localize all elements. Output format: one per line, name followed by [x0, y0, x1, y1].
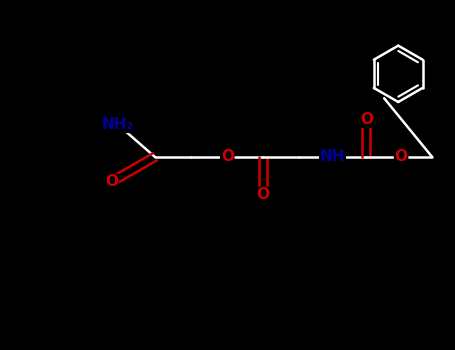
Text: NH: NH [320, 149, 345, 164]
Text: O: O [105, 174, 118, 189]
Text: O: O [394, 149, 408, 164]
Text: O: O [221, 149, 234, 164]
Text: O: O [360, 112, 373, 127]
Text: O: O [257, 187, 269, 202]
Text: NH₂: NH₂ [102, 117, 134, 132]
